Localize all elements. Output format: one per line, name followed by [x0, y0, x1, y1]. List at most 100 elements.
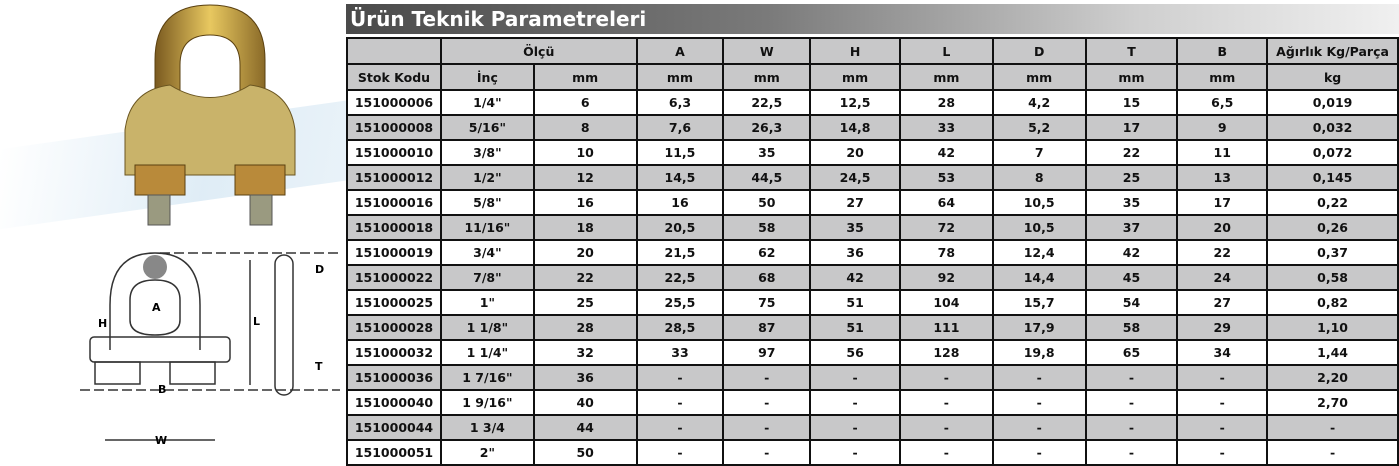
table-cell: 1,10 [1266, 314, 1399, 341]
table-cell: 26,3 [722, 114, 812, 141]
table-cell: 17 [1084, 114, 1179, 141]
table-cell: - [1084, 364, 1179, 391]
table-cell: - [1176, 364, 1269, 391]
table-cell: 28 [898, 89, 994, 116]
unit-cell: İnç [439, 63, 535, 91]
table-cell: - [1266, 414, 1399, 441]
table-cell: 58 [1084, 314, 1179, 341]
table-cell: 25,5 [635, 289, 725, 316]
stock-code-cell: 151000018 [346, 214, 442, 241]
table-cell: - [809, 439, 901, 466]
table-row: 151000022 7/8" 22 22,5 68 42 92 14,4 45 24 0,58 [346, 264, 1399, 291]
table-cell: 9 [1176, 114, 1269, 141]
unit-cell: Stok Kodu [346, 63, 442, 91]
table-cell: - [635, 364, 725, 391]
table-row: 151000008 5/16" 8 7,6 26,3 14,8 33 5,2 17 9 0,032 [346, 114, 1399, 141]
table-cell: - [991, 439, 1087, 466]
table-cell: 27 [809, 189, 901, 216]
table-cell: 10,5 [991, 214, 1087, 241]
table-cell: 24 [1176, 264, 1269, 291]
unit-cell: mm [1084, 63, 1179, 91]
table-cell: 5,2 [991, 114, 1087, 141]
table-cell: 0,032 [1266, 114, 1399, 141]
table-cell: - [991, 364, 1087, 391]
header-cell-weight: Ağırlık Kg/Parça [1266, 37, 1399, 65]
table-cell: 12,5 [809, 89, 901, 116]
table-cell: - [1176, 414, 1269, 441]
table-cell: 12 [532, 164, 638, 191]
table-cell: 78 [898, 239, 994, 266]
table-cell: 0,145 [1266, 164, 1399, 191]
table-cell: 111 [898, 314, 994, 341]
table-cell: 20 [809, 139, 901, 166]
table-cell: 20,5 [635, 214, 725, 241]
table-row: 151000044 1 3/4 44- - - - - - - - [346, 414, 1399, 441]
table-cell: 64 [898, 189, 994, 216]
table-cell: 2,70 [1266, 389, 1399, 416]
table-cell: 22,5 [722, 89, 812, 116]
table-cell: 1,44 [1266, 339, 1399, 366]
stock-code-cell: 151000028 [346, 314, 442, 341]
table-cell: 65 [1084, 339, 1179, 366]
table-cell: 4,2 [991, 89, 1087, 116]
unit-cell: mm [1176, 63, 1269, 91]
table-row: 151000018 11/16" 18 20,5 58 35 72 10,5 37 20 0,26 [346, 214, 1399, 241]
table-cell: 27 [1176, 289, 1269, 316]
table-cell: 22 [1084, 139, 1179, 166]
stock-code-cell: 151000040 [346, 389, 442, 416]
unit-cell: mm [635, 63, 725, 91]
table-cell: 50 [532, 439, 638, 466]
section-title: Ürün Teknik Parametreleri [350, 7, 647, 31]
table-cell: 8 [532, 114, 638, 141]
table-cell: - [635, 389, 725, 416]
table-cell: 97 [722, 339, 812, 366]
table-row: 151000019 3/4" 20 21,5 62 36 78 12,4 42 22 0,37 [346, 239, 1399, 266]
table-cell: - [809, 364, 901, 391]
header-cell-d: D [991, 37, 1087, 65]
table-cell: 56 [809, 339, 901, 366]
diagram-label-a: A [152, 301, 161, 314]
table-cell: 15,7 [991, 289, 1087, 316]
table-cell: 51 [809, 314, 901, 341]
table-cell: 22 [1176, 239, 1269, 266]
table-cell: 10 [532, 139, 638, 166]
table-cell: - [1176, 389, 1269, 416]
table-cell: 72 [898, 214, 994, 241]
table-cell: 12,4 [991, 239, 1087, 266]
table-cell: 5/16" [439, 114, 535, 141]
unit-cell: kg [1266, 63, 1399, 91]
stock-code-cell: 151000025 [346, 289, 442, 316]
table-cell: 42 [898, 139, 994, 166]
table-cell: 35 [809, 214, 901, 241]
table-cell: 58 [722, 214, 812, 241]
table-cell: 45 [1084, 264, 1179, 291]
table-cell: 104 [898, 289, 994, 316]
table-cell: 24,5 [809, 164, 901, 191]
table-cell: 68 [722, 264, 812, 291]
table-row: 151000016 5/8" 16 16 50 27 64 10,5 35 17 0,22 [346, 189, 1399, 216]
table-cell: 35 [722, 139, 812, 166]
table-cell: 22,5 [635, 264, 725, 291]
table-cell: 54 [1084, 289, 1179, 316]
table-cell: 18 [532, 214, 638, 241]
header-cell-w: W [722, 37, 812, 65]
table-cell: 44 [532, 414, 638, 441]
table-cell: 8 [991, 164, 1087, 191]
header-cell-a: A [635, 37, 725, 65]
table-cell: - [898, 414, 994, 441]
table-cell: 15 [1084, 89, 1179, 116]
wire-rope-clip-photo [124, 4, 296, 226]
table-cell: 25 [532, 289, 638, 316]
table-cell: 0,072 [1266, 139, 1399, 166]
table-cell: 36 [532, 364, 638, 391]
table-row: 151000032 1 1/4" 32 33 97 56 128 19,8 65 34 1,44 [346, 339, 1399, 366]
table-cell: 42 [1084, 239, 1179, 266]
table-cell: 50 [722, 189, 812, 216]
table-cell: 1 1/4" [439, 339, 535, 366]
table-row: 151000040 1 9/16" 40- - - - - - -2,70 [346, 389, 1399, 416]
header-cell-l: L [898, 37, 994, 65]
diagram-label-w: W [155, 434, 167, 447]
diagram-label-d: D [315, 263, 324, 276]
table-cell: 34 [1176, 339, 1269, 366]
table-cell: - [635, 439, 725, 466]
